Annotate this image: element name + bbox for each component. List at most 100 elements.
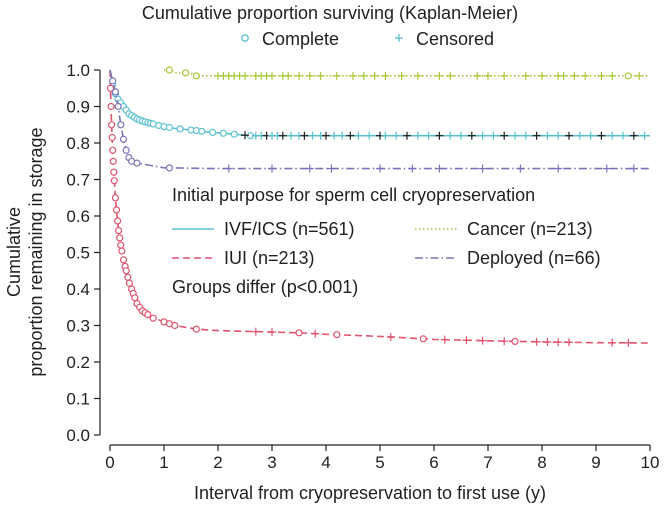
censored-point <box>241 71 249 80</box>
y-tick-label: 1.0 <box>66 61 90 80</box>
complete-point <box>122 267 130 275</box>
censored-point <box>635 71 644 80</box>
censored-point <box>330 131 339 140</box>
series-2 <box>164 66 650 80</box>
x-tick-label: 1 <box>159 453 168 472</box>
censored-point <box>489 131 498 140</box>
complete-point <box>624 72 633 80</box>
complete-point <box>119 256 128 264</box>
complete-point <box>192 325 200 333</box>
censored-point <box>462 336 471 345</box>
censored-point <box>484 71 492 80</box>
censored-point <box>570 71 579 80</box>
complete-point <box>112 206 121 214</box>
censored-point <box>286 131 295 140</box>
purpose-legend-title: Initial purpose for sperm cell cryoprese… <box>172 185 535 205</box>
complete-point <box>122 146 130 154</box>
axis-titles: Interval from cryopreservation to first … <box>4 127 546 503</box>
complete-point <box>107 121 116 129</box>
censored-point <box>251 327 260 336</box>
series-0 <box>109 69 650 140</box>
censored-point <box>376 164 384 173</box>
x-tick-label: 0 <box>105 453 114 472</box>
censored-point <box>554 164 563 173</box>
censored-point <box>413 71 422 80</box>
censored-point <box>624 338 633 347</box>
censored-point <box>446 71 455 80</box>
complete-point <box>295 329 303 337</box>
censored-point <box>581 71 590 80</box>
censored-point <box>586 131 595 140</box>
censored-point <box>554 131 563 140</box>
censored-point <box>565 338 573 347</box>
complete-point <box>118 247 126 255</box>
y-tick-label: 0.1 <box>66 390 90 409</box>
complete-point <box>116 234 124 242</box>
y-tick-label: 0.2 <box>66 353 90 372</box>
complete-point <box>133 159 141 167</box>
censored-point <box>349 71 357 80</box>
censored-point <box>435 71 444 80</box>
complete-point <box>109 146 117 154</box>
x-tick-label: 3 <box>267 453 276 472</box>
censored-point <box>241 131 249 140</box>
complete-point <box>182 69 190 77</box>
censored-point <box>619 131 627 140</box>
censored-marker-icon <box>395 34 403 42</box>
complete-point <box>119 135 128 143</box>
censored-point <box>500 71 509 80</box>
x-axis-title: Interval from cryopreservation to first … <box>194 483 546 503</box>
complete-point <box>110 168 118 176</box>
complete-point <box>511 337 519 345</box>
censored-point <box>608 131 617 140</box>
complete-point <box>114 227 123 235</box>
complete-point <box>419 335 427 343</box>
complete-point <box>171 321 179 330</box>
complete-point <box>176 125 184 133</box>
y-axis-title-line1: Cumulative <box>4 207 24 297</box>
censored-point <box>413 131 422 140</box>
censored-point <box>543 337 552 346</box>
censored-point <box>327 164 336 173</box>
y-axis-title-line2: proportion remaining in storage <box>26 127 46 376</box>
y-tick-label: 0.3 <box>66 317 90 336</box>
censored-point <box>608 71 617 80</box>
series-3 <box>109 69 650 173</box>
censored-point <box>268 164 276 173</box>
complete-point <box>165 164 173 172</box>
complete-marker-icon <box>241 34 249 42</box>
series-line-1 <box>109 69 651 344</box>
censored-point <box>354 131 363 140</box>
plot-area: 0.0 0.1 0.2 0.3 0.4 0.5 0.6 0.7 0.8 0.9 1.0 0 1 2 3 4 5 6… <box>66 61 659 472</box>
censored-point <box>575 131 584 140</box>
complete-point <box>114 102 122 111</box>
censored-point <box>565 131 573 140</box>
censored-point <box>446 131 455 140</box>
censored-point <box>500 337 509 346</box>
censored-point <box>316 71 325 80</box>
complete-point <box>230 130 238 138</box>
x-tick-label: 5 <box>375 453 384 472</box>
chart-title: Cumulative proportion surviving (Kaplan-… <box>142 3 518 23</box>
censored-point <box>473 71 482 80</box>
p-value-annotation: Groups differ (p<0.001) <box>172 277 358 297</box>
complete-point <box>125 279 133 287</box>
complete-point <box>110 177 118 185</box>
complete-point <box>165 123 173 132</box>
censored-point <box>381 131 390 140</box>
censored-point <box>457 131 465 140</box>
complete-point <box>219 129 227 137</box>
censored-point <box>403 131 411 140</box>
censored-point <box>435 131 444 140</box>
censored-point <box>467 131 476 140</box>
complete-point <box>111 194 120 202</box>
y-tick-label: 0.7 <box>66 171 90 190</box>
x-tick-label: 7 <box>483 453 492 472</box>
series-line-3 <box>109 69 650 170</box>
censored-point <box>532 131 541 140</box>
y-tick-label: 0.4 <box>66 280 90 299</box>
complete-point <box>113 217 122 225</box>
censored-point <box>305 71 314 80</box>
y-tick-label: 0.6 <box>66 207 90 226</box>
header-legend: Cumulative proportion surviving (Kaplan-… <box>142 3 518 49</box>
